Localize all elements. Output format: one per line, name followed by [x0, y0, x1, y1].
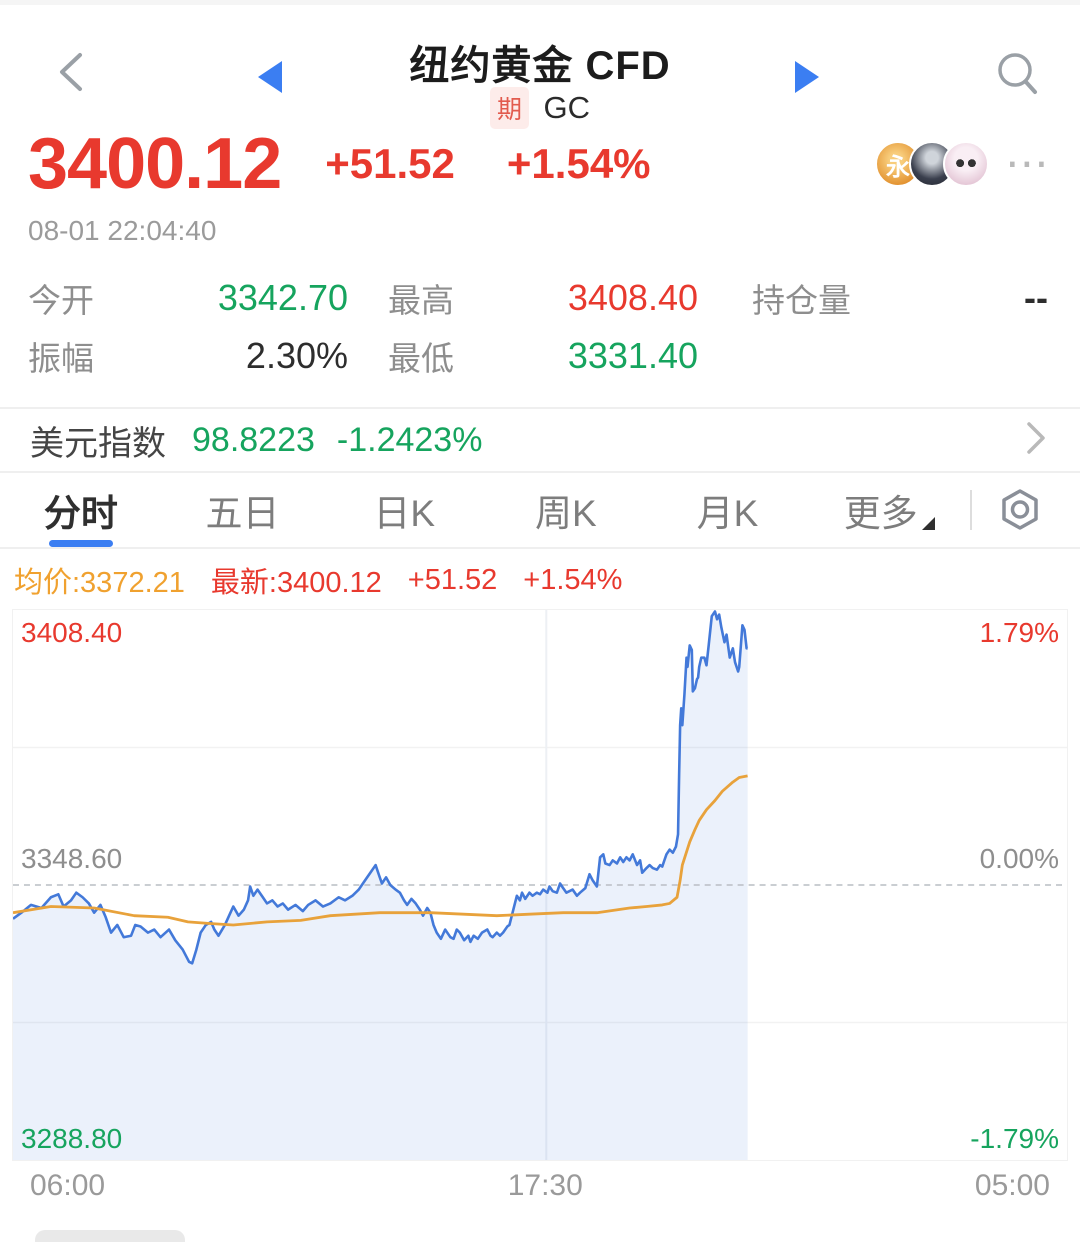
legend-last-price: 最新:3400.12 — [210, 567, 382, 599]
price-row: 3400.12 +51.52 +1.54% 永 ⋯ — [0, 111, 1080, 204]
y-label-high-pct: 1.79% — [979, 617, 1059, 648]
stat-label: 持仓量 — [752, 282, 851, 319]
y-label-high: 3408.40 — [21, 617, 123, 648]
chart-settings-button[interactable] — [972, 487, 1068, 533]
page-title: 纽约黄金 CFD — [409, 44, 671, 88]
price-change: +51.52 — [325, 140, 455, 187]
usd-index-row[interactable]: 美元指数 98.8223 -1.2423% — [0, 407, 1080, 473]
chart-period-tabs: 分时 五日 日K 周K 月K 更多 — [0, 473, 1080, 549]
tab-label: 五日 — [205, 493, 280, 534]
x-tick-start: 06:00 — [30, 1169, 106, 1202]
legend-avg-price: 均价:3372.21 — [14, 567, 185, 599]
tab-label: 月K — [696, 493, 759, 534]
gear-icon — [1002, 489, 1038, 530]
tab-weekly[interactable]: 周K — [485, 473, 647, 547]
tab-more[interactable]: 更多 — [808, 473, 970, 547]
usd-index-value: 98.8223 — [192, 420, 315, 459]
more-dropdown-triangle-icon — [921, 516, 935, 530]
avatar — [943, 141, 989, 187]
tab-label: 更多 — [843, 493, 918, 534]
chart-legend: 均价:3372.21 最新:3400.12 +51.52 +1.54% — [0, 549, 1080, 609]
y-label-zero-pct: 0.00% — [979, 843, 1059, 874]
y-label-low: 3288.80 — [21, 1123, 123, 1154]
usd-index-change: -1.2423% — [336, 420, 483, 459]
instrument-symbol: GC — [543, 90, 590, 125]
stat-value-open-interest: -- — [1024, 277, 1048, 318]
prev-instrument-icon[interactable] — [258, 61, 282, 93]
chart-canvas — [13, 610, 1067, 1160]
tab-daily[interactable]: 日K — [323, 473, 485, 547]
back-icon[interactable] — [52, 49, 92, 100]
last-price: 3400.12 — [28, 124, 282, 204]
more-avatars-icon[interactable]: ⋯ — [1005, 139, 1052, 188]
legend-change-pct: +1.54% — [523, 563, 623, 596]
next-instrument-icon[interactable] — [795, 61, 819, 93]
stat-label: 最高 — [388, 282, 454, 319]
y-label-low-pct: -1.79% — [970, 1123, 1059, 1154]
search-icon[interactable] — [994, 49, 1042, 104]
legend-change: +51.52 — [407, 563, 498, 596]
futures-badge: 期 — [490, 87, 530, 129]
stat-value-low: 3331.40 — [567, 335, 698, 376]
stats-grid: 今开 3342.70 最高 3408.40 持仓量 -- 振幅 2.30% 最低… — [0, 247, 1080, 391]
tab-label: 日K — [373, 493, 436, 534]
stat-label: 振幅 — [28, 340, 94, 377]
x-tick-end: 05:00 — [974, 1169, 1050, 1202]
header: 纽约黄金 CFD 期 GC — [0, 23, 1080, 129]
chevron-right-icon — [1022, 418, 1050, 463]
tab-label: 分时 — [43, 493, 118, 534]
price-change-pct: +1.54% — [506, 140, 651, 187]
y-label-prevclose: 3348.60 — [21, 843, 123, 874]
tab-5day[interactable]: 五日 — [162, 473, 324, 547]
divider — [970, 490, 973, 530]
next-section-partial — [35, 1230, 185, 1242]
average-price-line — [13, 774, 748, 927]
stat-label: 最低 — [388, 340, 454, 377]
stat-value-open: 3342.70 — [217, 277, 348, 318]
commenter-avatars[interactable]: 永 — [875, 141, 989, 187]
intraday-chart[interactable]: 3408.40 1.79% 3348.60 0.00% 3288.80 -1.7… — [12, 609, 1068, 1161]
usd-index-label: 美元指数 — [30, 424, 166, 463]
x-axis: 06:00 17:30 05:00 — [12, 1165, 1068, 1209]
tab-minute[interactable]: 分时 — [0, 473, 162, 547]
stat-value-high: 3408.40 — [567, 277, 698, 318]
stat-label: 今开 — [28, 282, 94, 319]
tab-monthly[interactable]: 月K — [647, 473, 809, 547]
x-tick-middle: 17:30 — [507, 1169, 583, 1202]
tab-label: 周K — [535, 493, 597, 534]
instrument-subtitle: 期 GC — [0, 87, 1080, 129]
stat-value-amplitude: 2.30% — [245, 335, 348, 376]
quote-timestamp: 08-01 22:04:40 — [28, 215, 217, 246]
